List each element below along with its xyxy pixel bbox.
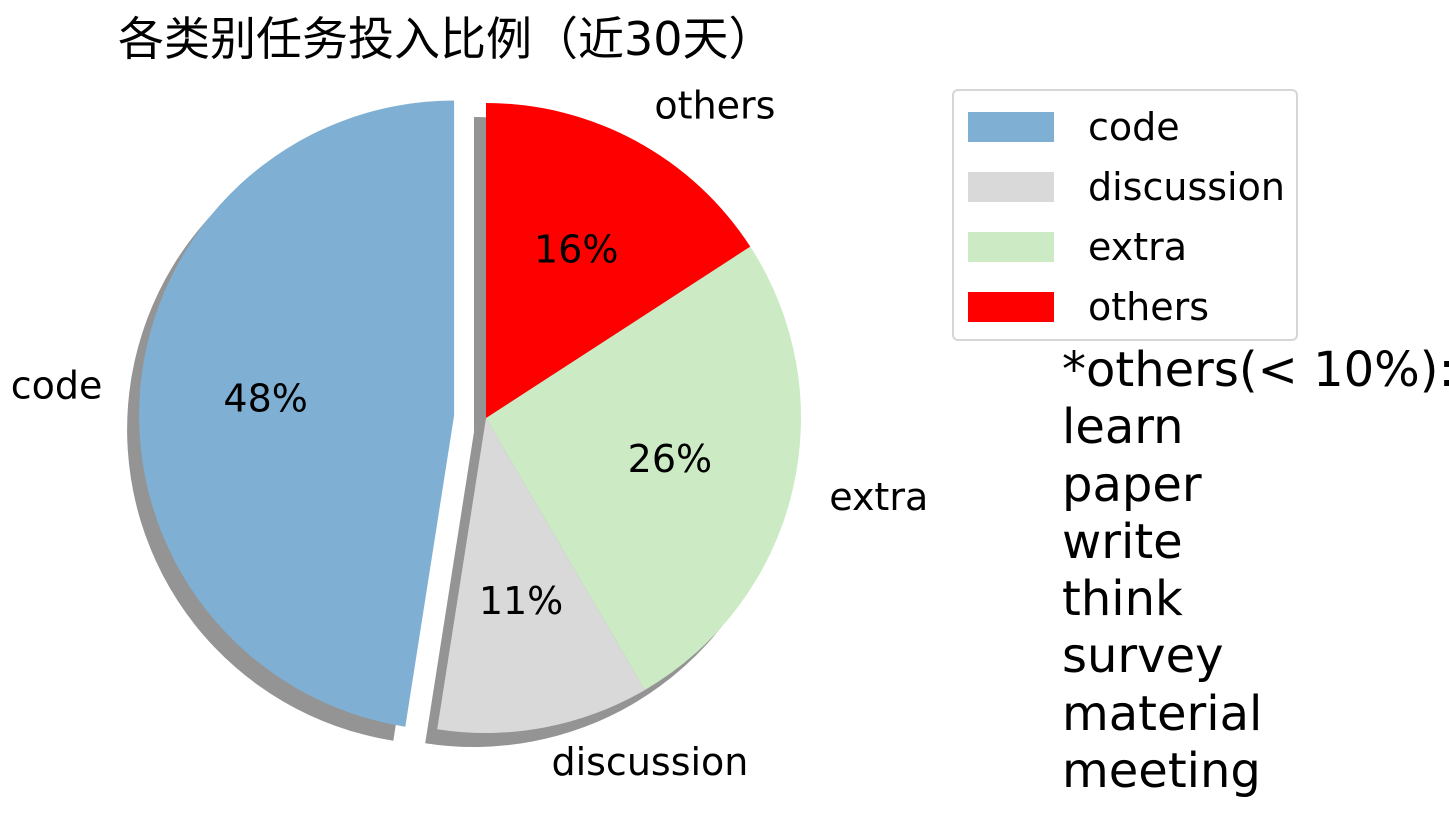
pie-slice-discussion [437,418,645,733]
percent-labels: 48% 11% 26% 16% [223,227,712,623]
legend-label: others [1088,285,1210,329]
others-note-item: paper [1062,456,1202,513]
pie-slice-extra [486,246,802,690]
pie-slices [139,100,802,733]
category-label: discussion [551,740,748,784]
percent-label: 16% [534,227,618,271]
pie-slice-others [486,103,751,418]
chart-title: 各类别任务投入比例（近30天） [118,12,775,66]
legend-swatch-discussion [968,172,1054,202]
others-note-heading: *others(< 10%): [1062,342,1449,398]
legend-item-others: others [968,285,1210,329]
others-note-item: meeting [1062,743,1261,800]
legend-item-extra: extra [968,225,1188,269]
category-label: code [11,364,103,408]
category-label: extra [829,475,928,519]
others-note-item: survey [1062,628,1224,685]
legend-item-code: code [968,105,1180,149]
legend-swatch-others [968,292,1054,322]
others-note-item: write [1062,513,1183,570]
percent-label: 11% [479,579,563,623]
percent-label: 48% [223,376,307,420]
category-label: others [654,83,775,127]
others-note-item: think [1062,571,1183,628]
others-note-item: material [1062,685,1263,742]
others-note: *others(< 10%): learn paper write think … [1062,342,1449,800]
legend-label: code [1088,105,1180,149]
legend: code discussion extra others [952,89,1298,341]
legend-swatch-code [968,112,1054,142]
legend-item-discussion: discussion [968,165,1285,209]
pie-slice-code [139,100,455,727]
category-labels: code discussion extra others [11,83,929,784]
percent-label: 26% [628,437,712,481]
legend-label: extra [1088,225,1188,269]
legend-swatch-extra [968,232,1054,262]
others-note-item: learn [1062,399,1184,456]
legend-label: discussion [1088,165,1285,209]
